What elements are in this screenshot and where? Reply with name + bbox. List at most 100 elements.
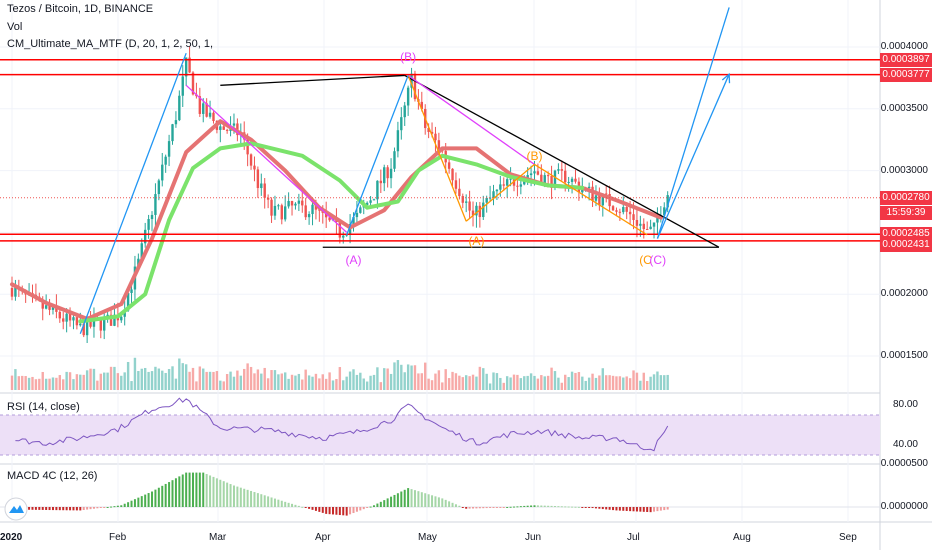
volume-bar	[277, 374, 280, 390]
candle-body	[68, 313, 72, 321]
macd-bar	[403, 489, 406, 507]
candle-body	[352, 217, 355, 225]
price-axis-label: 0.0001500	[880, 350, 928, 361]
macd-bar	[236, 486, 239, 507]
trend-line[interactable]	[346, 75, 409, 236]
macd-bar	[390, 496, 393, 507]
macd-bar	[451, 502, 454, 507]
macd-bar	[212, 476, 215, 507]
volume-bar	[437, 370, 441, 390]
volume-bar	[143, 367, 147, 390]
candle-body	[126, 292, 130, 311]
trend-line[interactable]	[220, 74, 405, 86]
macd-bar	[178, 476, 181, 507]
volume-bar	[195, 381, 198, 390]
macd-bar	[550, 505, 553, 507]
macd-bar	[386, 498, 389, 507]
volume-bar	[577, 372, 581, 390]
candle-body	[249, 154, 253, 166]
volume-bar	[499, 377, 502, 390]
macd-bar	[598, 507, 601, 509]
macd-bar	[304, 507, 307, 508]
macd-bar	[287, 502, 290, 507]
ma-indicator-legend: CM_Ultimate_MA_MTF (D, 20, 1, 2, 50, 1,	[7, 38, 214, 50]
macd-bar	[581, 507, 584, 508]
macd-bar	[372, 505, 375, 507]
volume-bar	[284, 372, 287, 390]
volume-bar	[550, 367, 553, 390]
candle-body	[434, 133, 437, 141]
volume-bar	[328, 372, 331, 390]
candle-body	[461, 196, 464, 203]
macd-bar	[253, 492, 256, 507]
volume-bar	[485, 373, 488, 390]
macd-bar	[106, 507, 109, 508]
volume-bar	[253, 373, 256, 390]
macd-bar	[530, 505, 533, 507]
candle-body	[232, 123, 236, 126]
volume-bar	[488, 383, 492, 390]
candle-body	[123, 310, 126, 317]
macd-bar	[468, 507, 471, 509]
volume-bar	[167, 369, 171, 390]
macd-bar	[591, 507, 594, 509]
macd-bar	[284, 501, 287, 507]
trend-line[interactable]	[185, 84, 348, 233]
candle-body	[205, 103, 208, 117]
candle-body	[75, 317, 79, 326]
candle-body	[202, 103, 205, 114]
time-axis-label: Aug	[733, 532, 751, 543]
macd-bar	[151, 491, 154, 507]
candle-body	[389, 168, 393, 179]
trend-line[interactable]	[407, 74, 535, 165]
candle-body	[164, 156, 167, 165]
volume-bar	[24, 376, 27, 390]
trend-line[interactable]	[407, 75, 467, 222]
macd-bar	[185, 472, 188, 507]
macd-bar	[308, 507, 311, 509]
macd-bar	[256, 493, 259, 507]
trend-line[interactable]	[656, 73, 730, 239]
volume-bar	[294, 375, 297, 390]
trend-line[interactable]	[656, 7, 730, 239]
macd-bar	[516, 506, 519, 508]
volume-bar	[570, 371, 574, 390]
volume-bar	[444, 369, 447, 390]
volume-bar	[58, 375, 62, 390]
macd-bar	[120, 505, 123, 507]
volume-bar	[560, 382, 564, 390]
candle-body	[253, 165, 256, 170]
candle-body	[304, 205, 307, 218]
candle-body	[120, 316, 123, 321]
trend-line[interactable]	[79, 52, 187, 334]
candle-body	[430, 131, 434, 134]
volume-bar	[383, 368, 386, 390]
candle-body	[260, 183, 263, 189]
volume-bar	[598, 375, 601, 390]
macd-bar	[642, 507, 645, 512]
time-axis-label: Sep	[839, 532, 857, 543]
candle-body	[608, 194, 611, 207]
macd-bar	[571, 506, 574, 508]
volume-bar	[519, 378, 523, 390]
trend-line[interactable]	[534, 163, 648, 236]
volume-bar	[85, 370, 89, 390]
macd-bar	[209, 475, 212, 507]
volume-bar	[68, 372, 72, 390]
candle-body	[509, 178, 512, 180]
volume-bar	[342, 380, 345, 390]
macd-bar	[625, 507, 628, 511]
volume-bar	[355, 374, 359, 390]
candle-body	[505, 179, 509, 186]
tradingview-logo[interactable]	[4, 497, 28, 521]
macd-bar	[277, 499, 280, 507]
macd-bar	[410, 489, 413, 507]
trend-line[interactable]	[465, 163, 535, 222]
macd-bar	[489, 507, 492, 508]
volume-bar	[512, 374, 516, 390]
macd-bar	[543, 505, 546, 507]
macd-bar	[51, 507, 54, 511]
volume-bar	[345, 376, 348, 390]
macd-bar	[123, 503, 126, 507]
